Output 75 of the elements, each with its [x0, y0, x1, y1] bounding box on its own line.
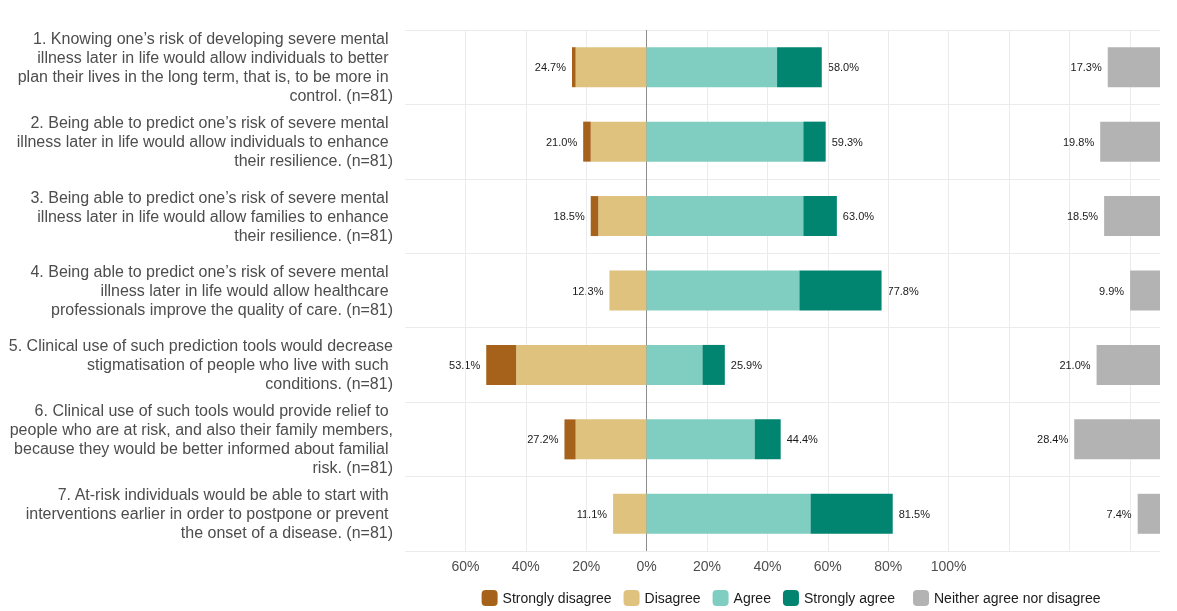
annotation: 24.7% [534, 61, 567, 74]
bar [646, 47, 778, 88]
data-label: 18.5% [1066, 210, 1099, 223]
legend-label: Strongly disagree [502, 590, 612, 606]
bar [1104, 196, 1160, 237]
bar [1100, 121, 1160, 162]
data-label: 7.4% [1106, 507, 1132, 520]
x-tick-label: 60% [813, 558, 842, 574]
bar [754, 419, 781, 460]
bar [598, 196, 647, 237]
bar [609, 270, 647, 311]
bar [646, 344, 703, 385]
bar [1074, 419, 1160, 460]
annotation: 77.8% [887, 284, 919, 297]
bar [583, 121, 591, 162]
bar [1137, 493, 1160, 534]
annotation: 27.2% [527, 433, 559, 446]
data-label: 9.9% [1099, 284, 1125, 297]
legend-label: Agree [733, 590, 772, 606]
y-tick-label: 7. At-risk individuals would be able to start with interventions earlier in order to postpone or prevent the onset of a disease. (n=81) [25, 486, 393, 542]
bar [702, 344, 725, 385]
annotation: 11.1% [576, 507, 608, 520]
bar [516, 344, 647, 385]
bar [486, 344, 517, 385]
y-tick-label: 2. Being able to predict one’s risk of severe mental illness later in life would allow individuals to enhance their resilience. (n=81) [16, 114, 393, 170]
bar [590, 121, 647, 162]
bar [803, 121, 826, 162]
bar [803, 196, 837, 237]
x-tick-label: 0% [636, 558, 657, 574]
y-tick-label: 1. Knowing one’s risk of developing severe mental illness later in life would allow individuals to better plan their lives in the long term, that is, to be more in control. (n=81) [17, 30, 393, 105]
x-tick-label: 40% [753, 558, 782, 574]
x-tick-label: 60% [451, 558, 480, 574]
bar [646, 196, 804, 237]
annotation: 44.4% [786, 433, 819, 446]
x-tick-label: 100% [930, 558, 967, 574]
annotation: 18.5% [553, 210, 585, 223]
bar [564, 419, 576, 460]
annotation: 81.5% [898, 507, 931, 520]
x-tick-label: 40% [511, 558, 540, 574]
bar [575, 419, 647, 460]
y-tick-label: 6. Clinical use of such tools would provide relief to people who are at risk, and also their family members, because they would be better informed about familial risk. (n=81) [9, 402, 393, 477]
annotation: 59.3% [831, 135, 864, 148]
bar [799, 270, 882, 311]
annotation: 21.0% [545, 135, 578, 148]
bar [810, 493, 893, 534]
bar [646, 493, 811, 534]
data-label: 28.4% [1037, 433, 1069, 446]
y-tick-label: 5. Clinical use of such prediction tools would decrease stigmatisation of people who live with such conditions. (n=81) [8, 337, 394, 393]
legend-label: Neither agree nor disagree [934, 590, 1101, 606]
y-tick-label: 4. Being able to predict one’s risk of severe mental illness later in life would allow healthcare professionals improve the quality of care. (n=81) [30, 263, 393, 318]
bar [1130, 270, 1160, 311]
data-label: 21.0% [1059, 358, 1091, 371]
bar [646, 121, 804, 162]
bar [646, 419, 755, 460]
legend-label: Strongly agree [803, 590, 896, 606]
x-tick-label: 20% [572, 558, 601, 574]
x-tick-label: 20% [692, 558, 722, 574]
annotation: 25.9% [730, 358, 763, 371]
bar [646, 270, 800, 311]
annotation: 53.1% [449, 358, 481, 371]
bar [575, 47, 647, 88]
legend-label: Disagree [644, 590, 701, 606]
y-tick-label: 3. Being able to predict one’s risk of severe mental illness later in life would allow families to enhance their resilience. (n=81) [30, 188, 393, 244]
x-tick-label: 80% [874, 558, 903, 574]
annotation: 58.0% [827, 61, 860, 74]
bar [572, 47, 576, 88]
bar [1107, 47, 1160, 88]
bar [777, 47, 822, 88]
data-label: 19.8% [1063, 135, 1095, 148]
data-label: 17.3% [1070, 61, 1102, 74]
annotation: 12.3% [572, 284, 604, 297]
bar [613, 493, 647, 534]
annotation: 63.0% [842, 210, 875, 223]
bar [1096, 344, 1160, 385]
bar [590, 196, 599, 237]
